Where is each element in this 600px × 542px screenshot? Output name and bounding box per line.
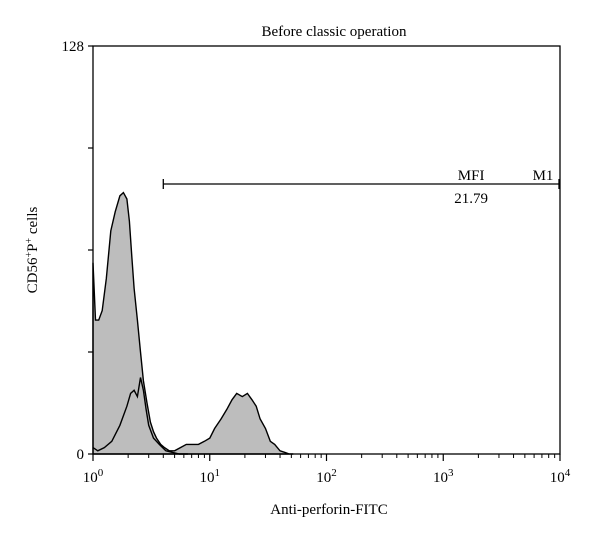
y-tick-label: 128 — [62, 39, 85, 55]
x-tick-label: 100 — [83, 467, 104, 486]
y-label-sup-2: + — [24, 238, 35, 244]
marker-m1: M1 MFI 21.79 — [162, 168, 560, 207]
y-label-sup-1: + — [24, 252, 35, 258]
y-tick-label: 0 — [77, 447, 85, 463]
marker-stat-label: MFI — [458, 168, 485, 184]
histogram-series-layer — [92, 191, 294, 455]
x-axis-label: Anti-perforin-FITC — [270, 502, 387, 518]
y-axis-label: CD56+P+ cells — [24, 206, 42, 293]
axis-layer: 0 128 100 101 102 103 104 — [62, 39, 571, 486]
y-label-part-p: P — [25, 244, 41, 252]
marker-name-label: M1 — [533, 168, 554, 184]
histogram-outline-series — [92, 377, 188, 455]
y-label-part-cd56: CD56 — [25, 257, 41, 293]
x-tick-label: 104 — [550, 467, 571, 486]
x-tick-label: 103 — [433, 467, 454, 486]
chart-title: Before classic operation — [262, 24, 407, 40]
x-tick-label: 102 — [316, 467, 337, 486]
marker-stat-value: 21.79 — [454, 191, 488, 207]
plot-frame — [92, 45, 561, 455]
y-label-part-cells: cells — [25, 206, 41, 237]
x-tick-label: 101 — [200, 467, 221, 486]
